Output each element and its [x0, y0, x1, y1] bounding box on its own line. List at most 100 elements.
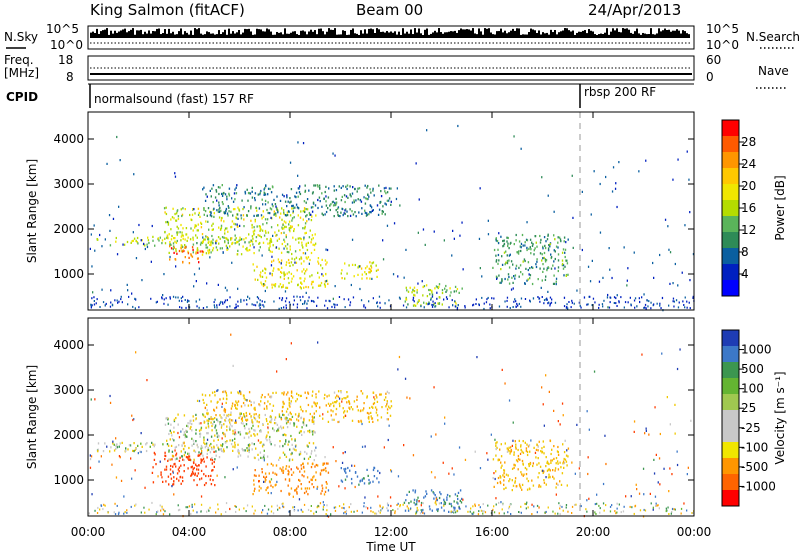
nsky-bar [346, 34, 348, 38]
power-cell [305, 285, 307, 289]
velocity-cell [119, 442, 121, 445]
power-scatter-point [281, 297, 284, 300]
velocity-cell [253, 401, 255, 404]
power-cell [196, 247, 199, 250]
nsky-bar [638, 33, 640, 38]
velocity-cell [241, 447, 243, 451]
velocity-near-range-point [481, 510, 484, 512]
power-cell [445, 290, 447, 293]
velocity-cell [337, 395, 340, 398]
power-cell [154, 244, 156, 247]
velocity-cell [153, 458, 156, 461]
power-scatter-point [174, 175, 177, 178]
power-cell [256, 265, 258, 268]
velocity-cell [245, 423, 248, 426]
velocity-cell [294, 489, 296, 492]
power-cell [295, 256, 298, 259]
velocity-cell [499, 482, 502, 485]
power-cell [274, 283, 277, 286]
nsky-bar [308, 31, 310, 38]
velocity-cell [295, 449, 297, 452]
velocity-cell [193, 479, 195, 482]
velocity-cell [231, 405, 233, 408]
power-cell [177, 231, 179, 234]
power-cell [262, 210, 264, 213]
power-scatter-point [684, 224, 686, 227]
velocity-cell [187, 425, 189, 428]
velocity-scatter-point [258, 480, 260, 483]
power-cell [246, 188, 248, 191]
power-cell [531, 244, 534, 247]
power-scatter-point [672, 282, 674, 285]
velocity-near-range-point [670, 512, 672, 515]
power-cell [356, 190, 358, 193]
power-cell [277, 209, 279, 212]
power-cell [331, 201, 334, 204]
power-scatter-point [334, 285, 336, 288]
velocity-cell [285, 455, 288, 458]
velocity-colorbar-swatch [722, 346, 739, 363]
power-cell [301, 270, 303, 273]
power-cell [274, 203, 277, 206]
velocity-cell [285, 439, 287, 442]
power-cell [414, 304, 417, 307]
velocity-cell [170, 423, 172, 426]
velocity-near-range-point [387, 509, 389, 512]
power-near-range-point [256, 301, 258, 304]
velocity-cell [205, 465, 207, 468]
power-cell [298, 258, 301, 261]
velocity-cell [313, 459, 315, 462]
power-scatter-point [415, 162, 417, 165]
power-cell [173, 246, 175, 249]
power-cell [351, 210, 353, 213]
velocity-cell [272, 427, 274, 430]
velocity-cell [404, 509, 407, 512]
power-cell [196, 242, 198, 245]
velocity-cell [565, 460, 568, 463]
power-near-range-point [647, 305, 649, 308]
power-scatter-point [261, 254, 263, 257]
velocity-near-range-point [123, 512, 125, 515]
power-scatter-point [254, 197, 256, 200]
nsky-bar [300, 30, 302, 38]
velocity-cell [275, 391, 277, 394]
velocity-cell [203, 441, 205, 444]
velocity-cell [299, 479, 301, 482]
velocity-cell [223, 390, 225, 393]
velocity-cell [238, 452, 240, 455]
nave-tick-bottom: 0 [706, 70, 714, 84]
velocity-scatter-point [351, 464, 353, 467]
power-cell [317, 262, 320, 265]
power-scatter-point [132, 231, 134, 234]
power-cell [390, 200, 392, 203]
velocity-cell [376, 400, 379, 403]
velocity-cell [562, 462, 564, 465]
velocity-near-range-point [116, 504, 118, 507]
power-cell [268, 248, 270, 251]
velocity-near-range-point [471, 512, 473, 515]
power-cell [324, 259, 327, 262]
power-cell [524, 241, 526, 244]
velocity-cell [137, 444, 139, 447]
velocity-cell [356, 475, 359, 478]
power-cell [191, 255, 194, 258]
velocity-scatter-point [561, 402, 564, 405]
velocity-cell [290, 418, 292, 421]
power-cell [561, 251, 564, 254]
velocity-cell [557, 453, 560, 456]
velocity-cell [543, 445, 545, 448]
power-cell [304, 222, 307, 225]
power-cell [386, 199, 389, 202]
velocity-near-range-point [399, 504, 401, 506]
velocity-scatter-point [638, 492, 641, 495]
power-cell [327, 207, 329, 210]
power-cell [322, 213, 324, 217]
velocity-cell [200, 452, 202, 456]
velocity-cell [242, 449, 244, 452]
power-cell [565, 274, 567, 277]
velocity-cell [406, 493, 408, 496]
velocity-near-range-point [483, 510, 485, 513]
power-cell [164, 237, 166, 240]
power-cell [226, 227, 228, 230]
power-cell [305, 231, 307, 234]
